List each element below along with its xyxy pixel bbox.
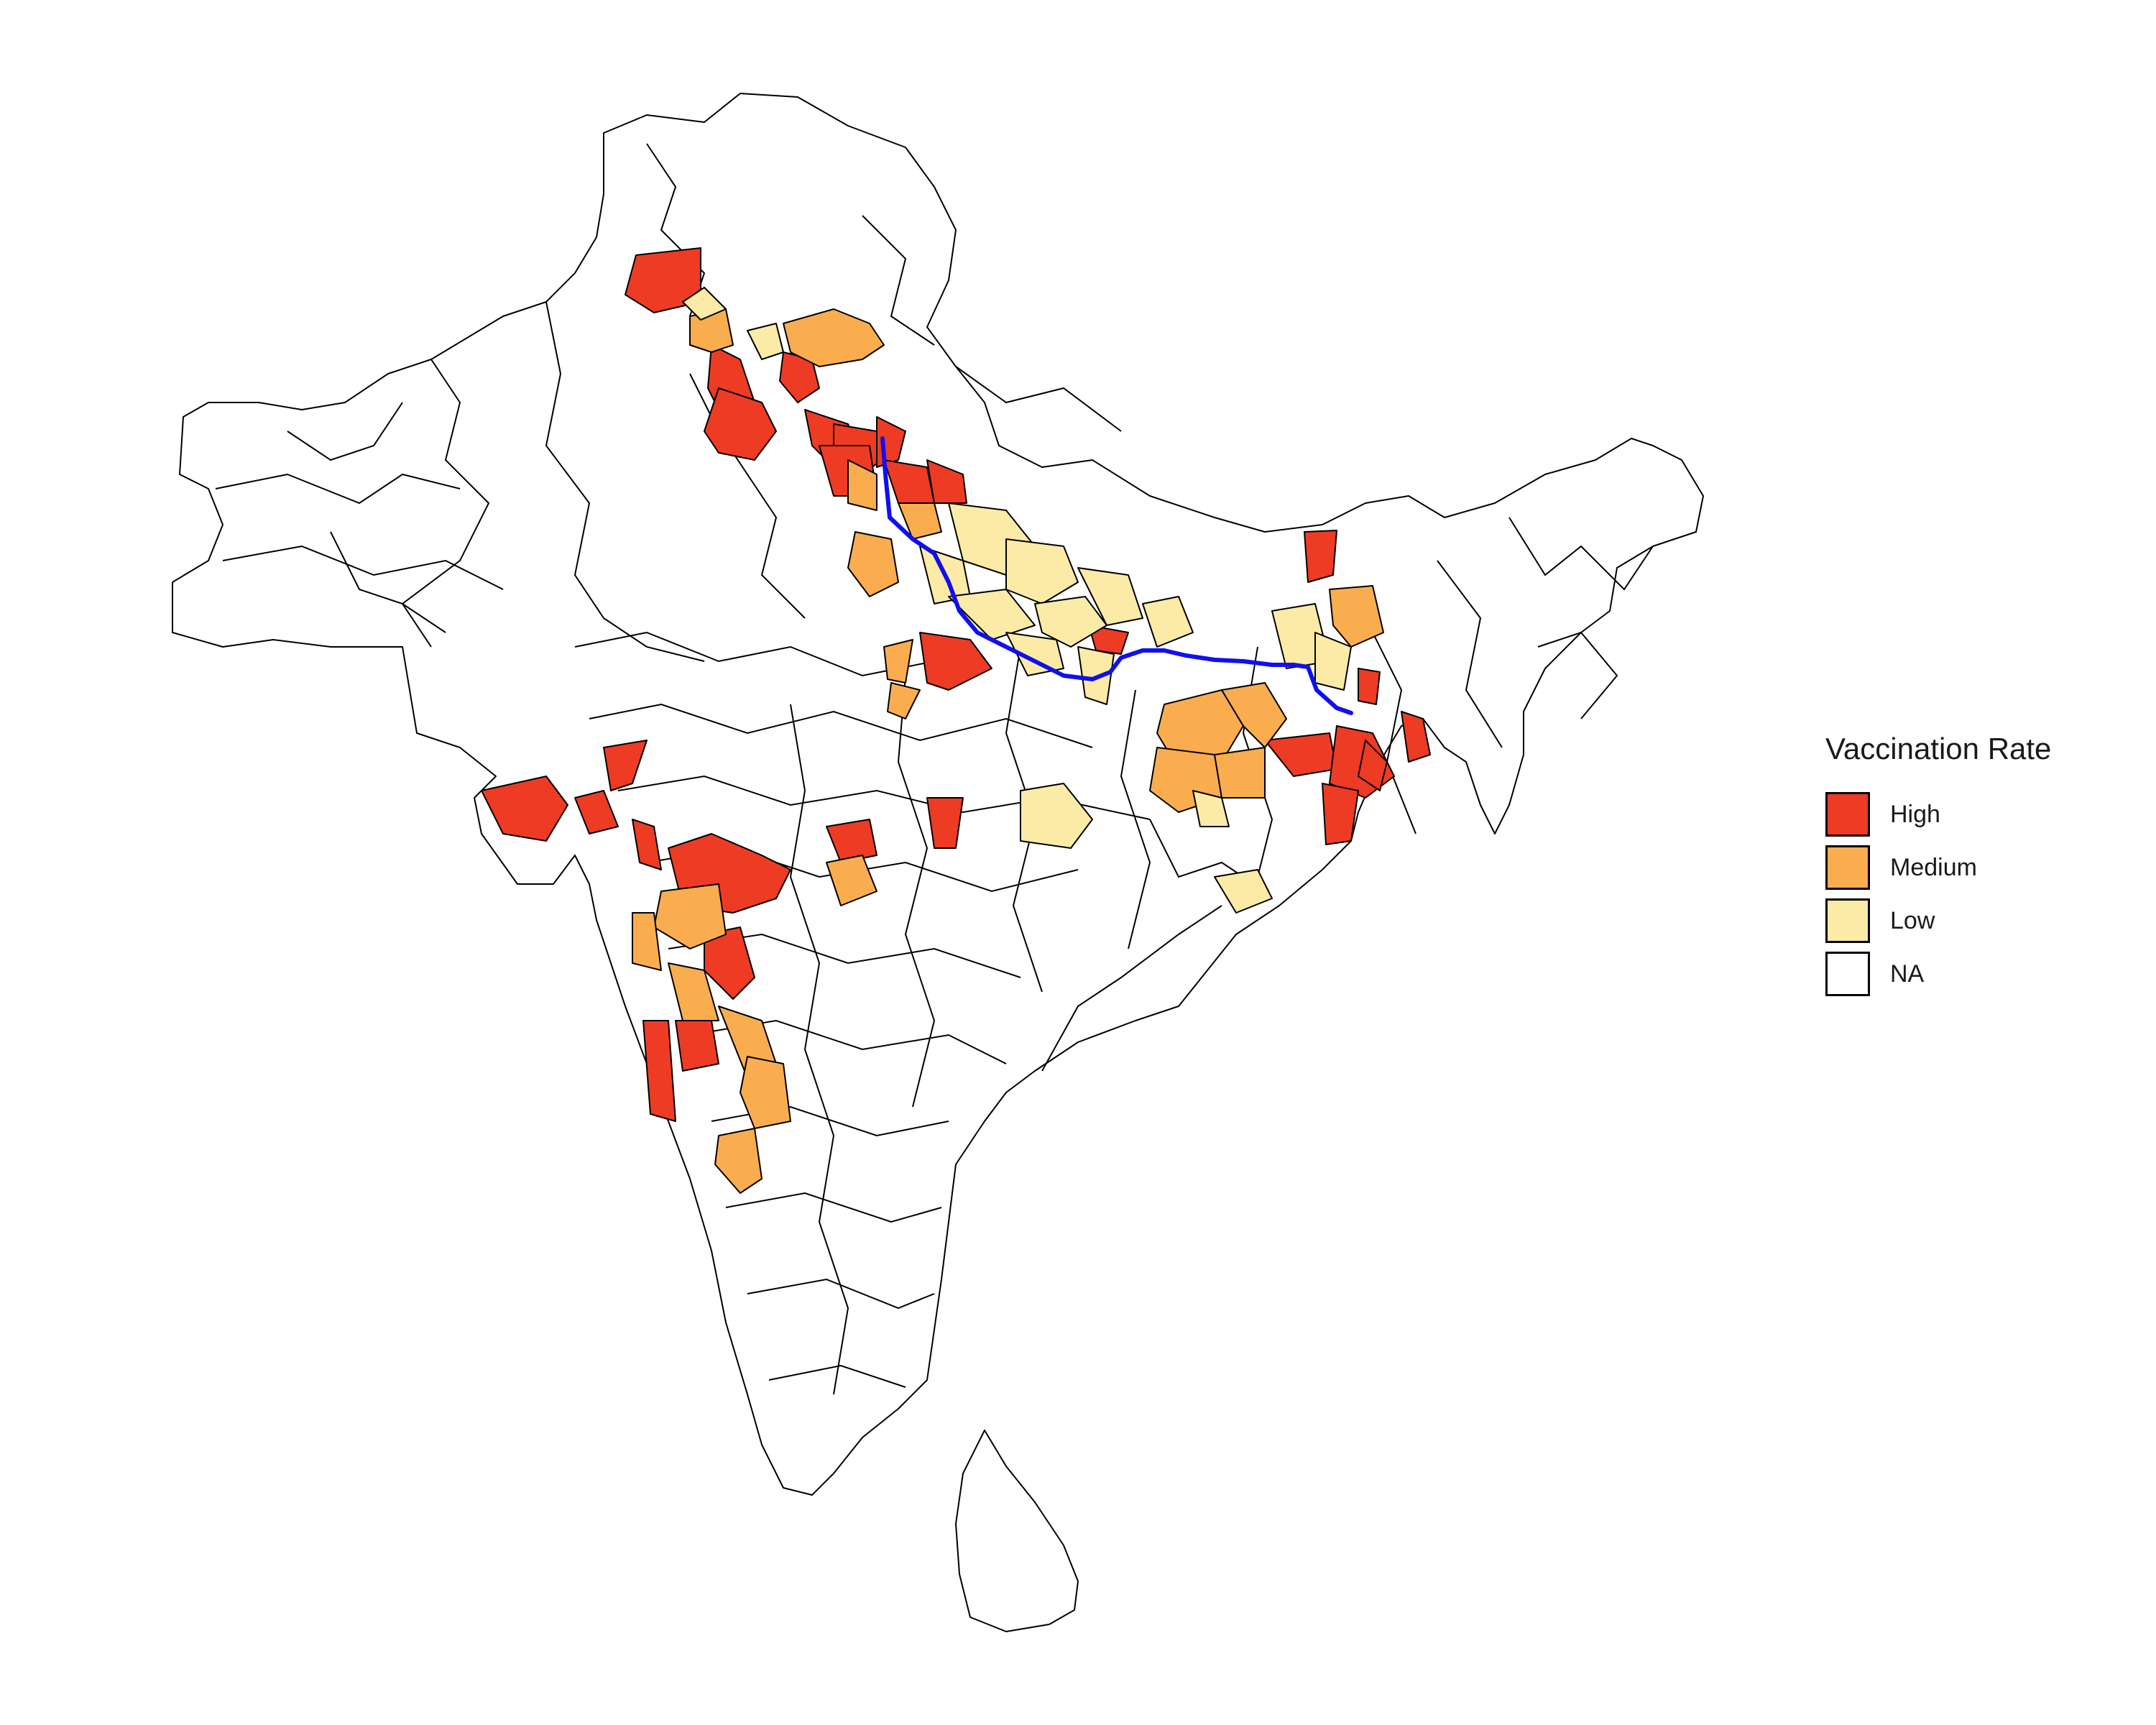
legend-label: Low — [1890, 906, 1935, 934]
district-medium — [714, 1128, 763, 1194]
district-low — [747, 323, 784, 360]
district-low — [682, 287, 727, 321]
legend-item-low: Low — [1825, 894, 2051, 947]
district-medium — [1214, 747, 1266, 799]
legend-swatch-high — [1825, 792, 1870, 837]
subcontinent-outline — [172, 93, 1704, 1496]
district-medium — [847, 459, 877, 511]
district-high — [1401, 711, 1431, 763]
district-low — [1142, 596, 1194, 648]
district-high — [574, 790, 619, 834]
district-high — [481, 776, 568, 842]
district-high — [1088, 625, 1129, 655]
district-low — [1034, 596, 1107, 648]
legend-label: High — [1890, 800, 1940, 828]
legend-swatch-medium — [1825, 845, 1870, 890]
district-high — [632, 819, 662, 870]
legend: Vaccination Rate High Medium Low NA — [1825, 732, 2051, 1000]
district-high — [704, 926, 755, 1000]
district-high — [642, 1020, 676, 1122]
district-low — [1314, 632, 1352, 691]
district-high — [926, 797, 964, 849]
district-high — [704, 387, 777, 461]
district-high — [675, 1020, 719, 1072]
river-line — [880, 436, 1353, 715]
district-medium — [668, 962, 719, 1021]
district-high — [603, 740, 648, 791]
district-medium — [740, 1056, 791, 1129]
legend-label: NA — [1890, 960, 1925, 988]
legend-title: Vaccination Rate — [1825, 732, 2052, 765]
district-medium — [1329, 585, 1384, 648]
district-medium — [898, 502, 942, 540]
legend-item-na: NA — [1825, 947, 2051, 1000]
district-low — [1077, 567, 1143, 626]
district-medium — [847, 531, 899, 597]
legend-item-medium: Medium — [1825, 841, 2051, 894]
legend-swatch-low — [1825, 898, 1870, 943]
district-high — [926, 459, 967, 504]
district-medium — [783, 308, 885, 367]
medium-vaccination-districts — [632, 308, 1384, 1194]
district-high — [1358, 668, 1381, 705]
district-low — [1192, 790, 1230, 827]
district-medium — [826, 855, 877, 906]
district-high — [625, 247, 701, 313]
district-low — [1214, 869, 1273, 914]
district-low — [1020, 783, 1093, 849]
district-low — [1005, 538, 1079, 604]
sri-lanka-outline — [955, 1430, 1079, 1632]
legend-item-high: High — [1825, 788, 2051, 841]
district-low — [1005, 632, 1064, 676]
district-high — [1322, 783, 1359, 845]
district-high — [1358, 740, 1388, 791]
low-vaccination-districts — [682, 287, 1352, 914]
district-medium — [632, 912, 662, 971]
legend-swatch-na — [1825, 952, 1870, 996]
district-high — [919, 632, 992, 691]
district-low — [948, 589, 1036, 640]
district-high — [1304, 530, 1337, 583]
district-medium — [1221, 682, 1287, 748]
legend-label: Medium — [1890, 853, 1977, 881]
district-medium — [887, 682, 921, 719]
district-high — [826, 819, 877, 863]
district-medium — [883, 639, 913, 684]
